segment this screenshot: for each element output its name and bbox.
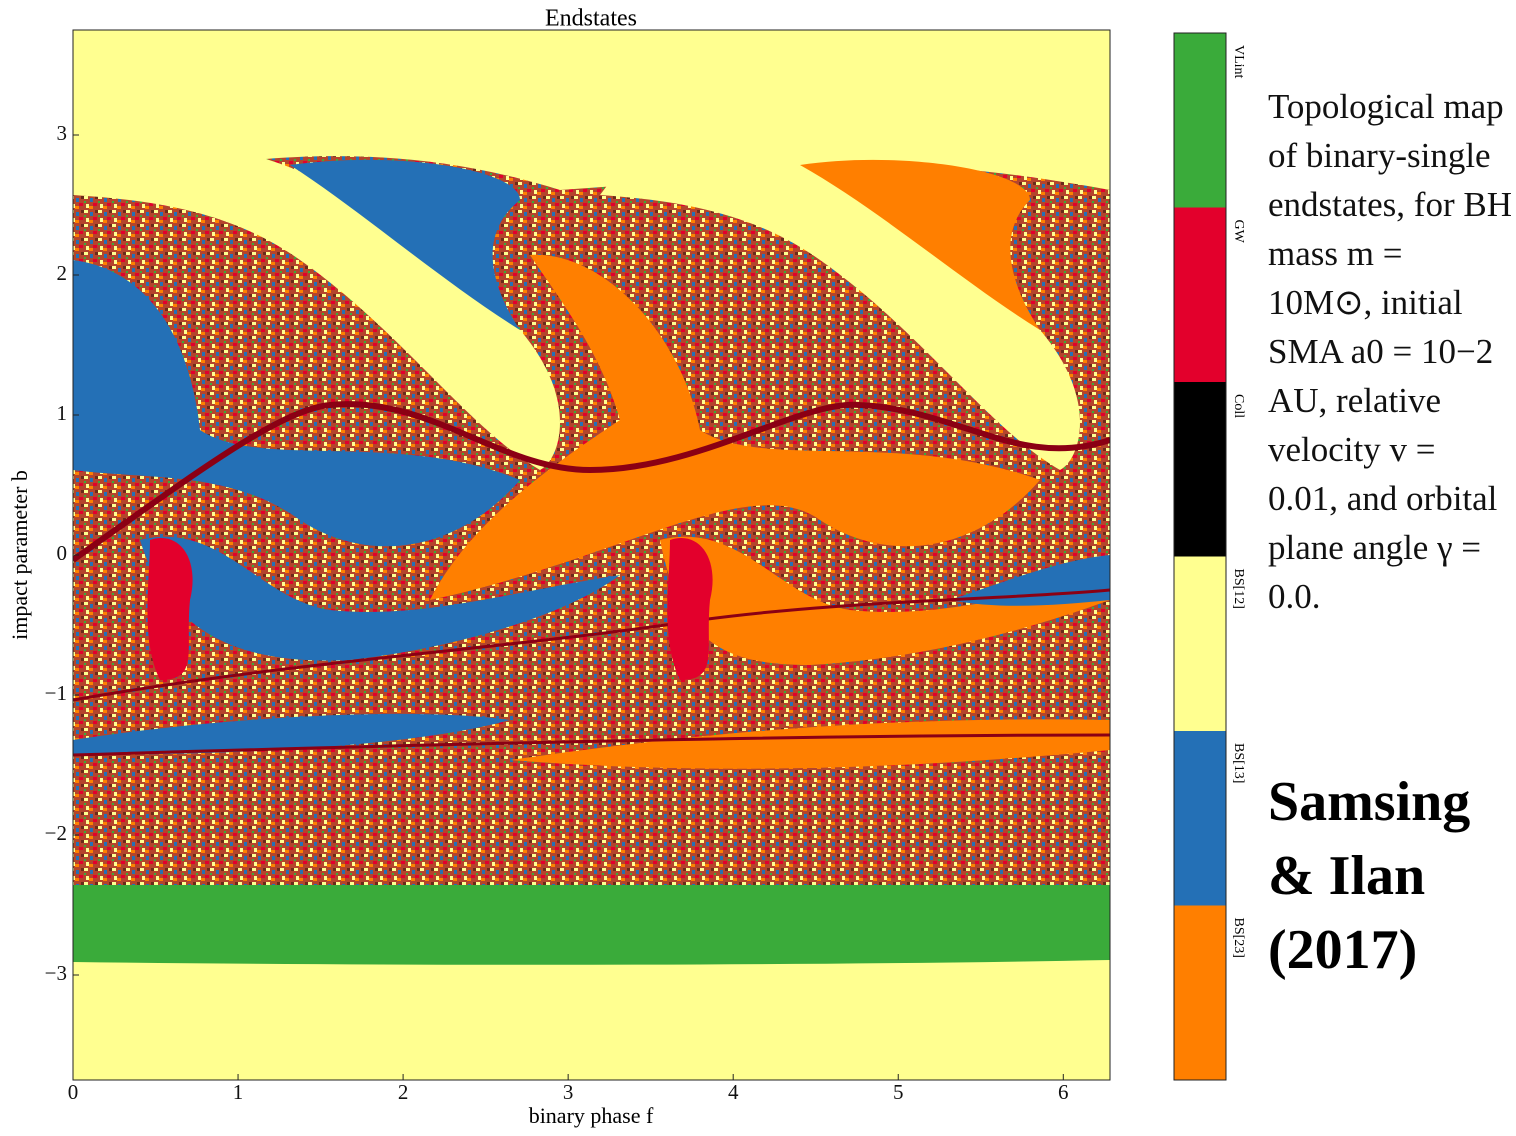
colorbar-label: BS[13] xyxy=(1231,743,1246,783)
x-tick-label: 4 xyxy=(728,1080,739,1104)
colorbar: VLint GW Coll BS[12] BS[13] BS[23] xyxy=(1174,33,1246,1080)
x-axis-label: binary phase f xyxy=(529,1103,654,1128)
colorbar-label: VLint xyxy=(1231,45,1246,79)
colorbar-segment xyxy=(1174,731,1226,906)
x-tick-label: 1 xyxy=(233,1080,244,1104)
x-tick-label: 6 xyxy=(1058,1080,1069,1104)
y-tick-label: −1 xyxy=(45,681,67,705)
y-tick-label: 2 xyxy=(57,261,68,285)
colorbar-segment xyxy=(1174,557,1226,732)
credit: Samsing & Ilan (2017) xyxy=(1268,765,1513,987)
chart-title: Endstates xyxy=(545,6,637,32)
y-tick-label: 3 xyxy=(57,121,68,145)
y-axis-label: impact parameter b xyxy=(7,470,32,640)
colorbar-label: BS[12] xyxy=(1231,569,1246,609)
x-tick-label: 3 xyxy=(563,1080,574,1104)
y-tick-label: 1 xyxy=(57,401,68,425)
colorbar-segment xyxy=(1174,33,1226,208)
colorbar-segment xyxy=(1174,382,1226,557)
x-tick-label: 0 xyxy=(68,1080,79,1104)
page: {"chart_data": {"type": "categorical_map… xyxy=(0,0,1516,1136)
colorbar-label: GW xyxy=(1231,220,1246,244)
y-tick-label: −3 xyxy=(45,961,67,985)
region-vlint xyxy=(73,885,1110,965)
colorbar-label: BS[23] xyxy=(1231,918,1246,958)
region-gw xyxy=(668,538,713,680)
x-tick-label: 2 xyxy=(398,1080,409,1104)
region-gw xyxy=(148,538,193,680)
y-tick-label: 0 xyxy=(57,541,68,565)
colorbar-label: Coll xyxy=(1231,394,1246,418)
map xyxy=(73,30,1110,1080)
y-tick-label: −2 xyxy=(45,821,67,845)
colorbar-segment xyxy=(1174,208,1226,383)
caption: Topological map of binary-single endstat… xyxy=(1268,82,1513,621)
colorbar-segment xyxy=(1174,906,1226,1081)
x-tick-label: 5 xyxy=(893,1080,904,1104)
